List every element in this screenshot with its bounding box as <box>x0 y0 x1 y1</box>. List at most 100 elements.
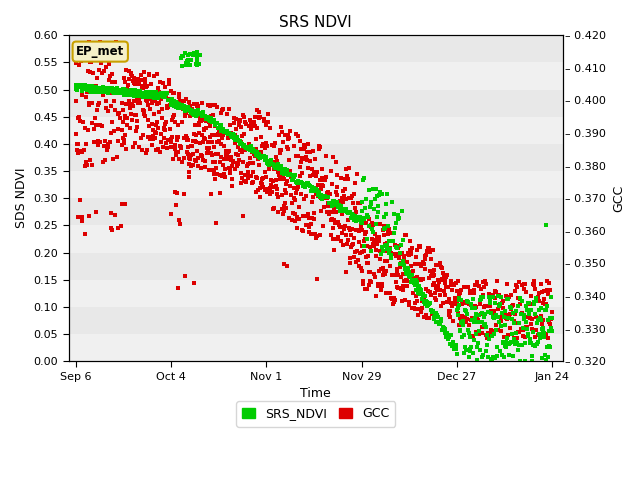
Point <box>441 333 451 341</box>
Point <box>74 118 84 125</box>
Point <box>379 213 389 220</box>
Point <box>182 136 192 144</box>
Point <box>221 151 231 159</box>
Point <box>470 330 481 337</box>
Point <box>388 210 399 218</box>
Point <box>416 286 426 294</box>
Point <box>184 173 194 181</box>
Point <box>88 125 99 133</box>
Point <box>266 158 276 166</box>
Point <box>305 187 316 194</box>
Point <box>244 140 254 148</box>
Point <box>132 90 142 97</box>
Point <box>451 345 461 352</box>
Point <box>134 97 144 105</box>
Point <box>347 210 357 218</box>
Point <box>202 113 212 120</box>
Point <box>461 315 472 323</box>
Point <box>276 205 287 213</box>
Point <box>272 161 282 169</box>
Point <box>81 83 92 91</box>
Point <box>78 84 88 91</box>
Point <box>451 297 461 304</box>
Point <box>152 94 162 102</box>
Point <box>90 114 100 121</box>
Point <box>310 190 321 198</box>
Point <box>173 133 183 141</box>
Point <box>130 139 140 147</box>
Point <box>385 289 395 297</box>
Point <box>172 103 182 111</box>
Point <box>319 176 330 184</box>
Point <box>76 42 86 50</box>
Point <box>256 133 266 141</box>
Point <box>420 300 431 307</box>
Point <box>480 277 490 285</box>
Point <box>186 106 196 114</box>
Point <box>109 96 119 104</box>
Point <box>477 309 487 317</box>
Point <box>228 134 239 142</box>
Point <box>87 83 97 90</box>
Point <box>208 158 218 166</box>
Point <box>269 165 279 173</box>
Point <box>138 84 148 92</box>
Point <box>269 140 280 147</box>
Point <box>244 146 255 154</box>
Point <box>415 285 426 293</box>
Point <box>206 115 216 122</box>
Point <box>113 125 123 133</box>
Point <box>413 311 423 319</box>
Point <box>270 165 280 172</box>
Point <box>180 49 190 57</box>
Point <box>188 138 198 145</box>
Point <box>116 41 126 49</box>
Point <box>148 91 159 98</box>
Point <box>314 142 324 150</box>
Point <box>362 259 372 267</box>
Point <box>407 276 417 284</box>
Point <box>81 158 91 166</box>
Point <box>243 174 253 182</box>
Point <box>161 126 171 133</box>
Point <box>376 250 386 257</box>
Point <box>125 86 136 94</box>
Point <box>115 47 125 54</box>
Point <box>149 94 159 102</box>
Point <box>222 128 232 135</box>
Point <box>392 271 403 279</box>
Bar <box>68 171 563 198</box>
Point <box>148 90 158 97</box>
Point <box>361 195 371 203</box>
Point <box>204 144 214 152</box>
Point <box>90 88 100 96</box>
Point <box>266 141 276 148</box>
Point <box>340 207 351 215</box>
Point <box>124 91 134 99</box>
Point <box>404 251 414 259</box>
Point <box>307 198 317 206</box>
Point <box>231 115 241 122</box>
Point <box>394 242 404 250</box>
Point <box>535 332 545 339</box>
Point <box>92 142 102 149</box>
Point <box>149 110 159 118</box>
Point <box>380 224 390 232</box>
Point <box>534 314 545 322</box>
Point <box>189 156 200 164</box>
Point <box>465 334 475 341</box>
Point <box>372 192 382 200</box>
Point <box>523 333 533 340</box>
Point <box>470 304 480 312</box>
Point <box>453 309 463 317</box>
Point <box>537 288 547 296</box>
Point <box>476 295 486 303</box>
Point <box>275 149 285 156</box>
Point <box>412 297 422 305</box>
Point <box>424 314 434 322</box>
Point <box>142 93 152 100</box>
Point <box>428 272 438 279</box>
Point <box>365 269 376 276</box>
Point <box>479 322 489 329</box>
Point <box>438 276 448 284</box>
